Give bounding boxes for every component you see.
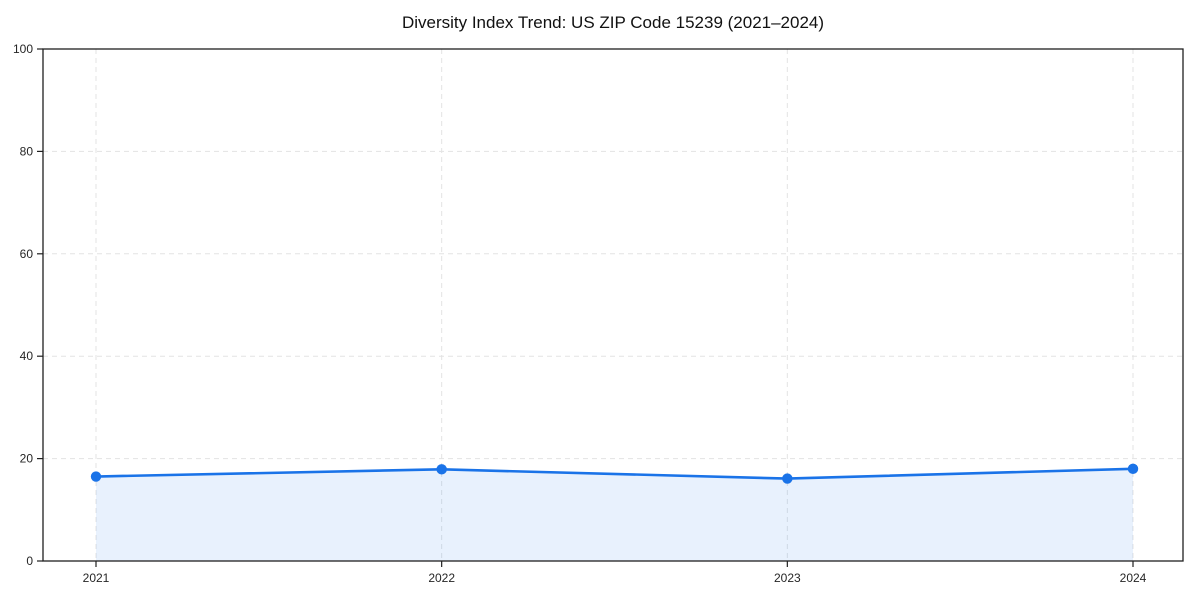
y-tick-label: 60	[20, 247, 34, 261]
y-tick-label: 20	[20, 452, 34, 466]
plot-border	[42, 48, 1184, 562]
chart-title: Diversity Index Trend: US ZIP Code 15239…	[401, 13, 825, 32]
data-point-marker	[1127, 463, 1139, 475]
y-tick-label: 80	[20, 144, 34, 158]
trend-line	[94, 467, 1135, 480]
y-tick-label: 0	[26, 554, 33, 568]
data-point-marker	[782, 473, 793, 484]
data-point-marker	[436, 464, 447, 475]
x-tick-label: 2024	[1120, 571, 1147, 585]
area-fill	[96, 468, 1133, 561]
y-tick-label: 40	[20, 349, 34, 363]
x-tick-label: 2021	[83, 571, 110, 585]
x-tick-label: 2023	[774, 571, 801, 585]
x-tick-label: 2022	[428, 571, 455, 585]
y-tick-label: 100	[13, 42, 33, 56]
data-point-marker	[90, 471, 102, 482]
